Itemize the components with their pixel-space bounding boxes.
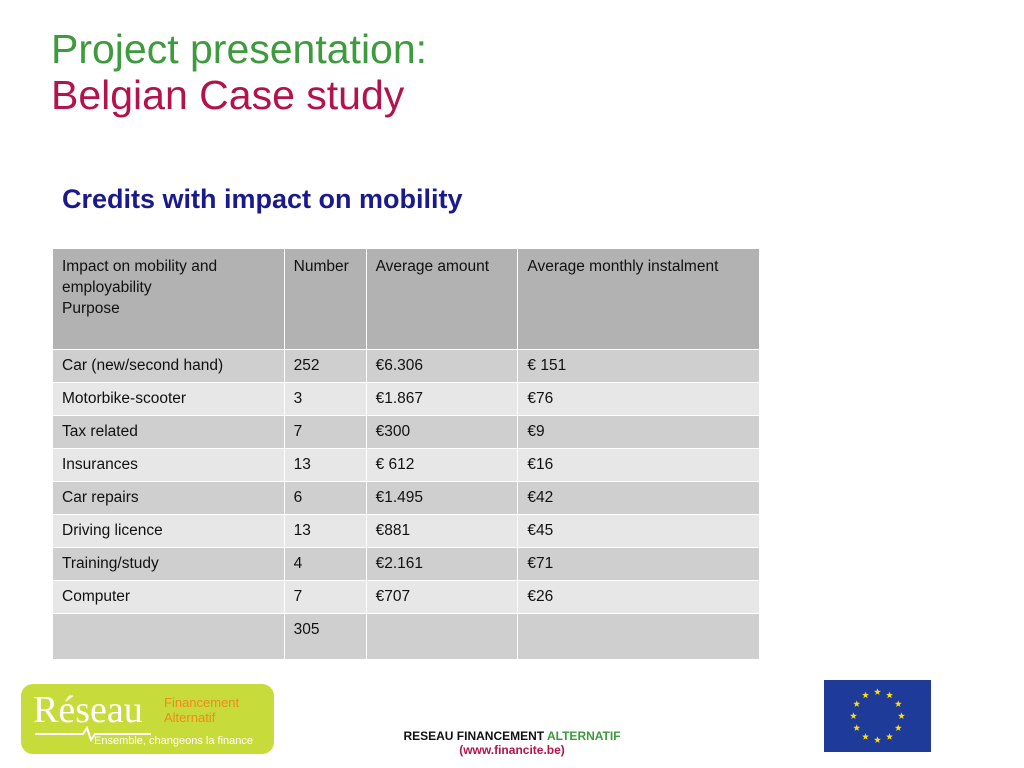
cell-average-amount: €881	[365, 514, 519, 548]
page-title: Project presentation: Belgian Case study	[51, 26, 427, 118]
eu-star-icon	[894, 700, 902, 707]
table-total-row: 305	[52, 613, 760, 660]
cell-average-instalment: €76	[517, 382, 760, 416]
cell-purpose: Driving licence	[52, 514, 285, 548]
cell-average-instalment: €16	[517, 448, 760, 482]
logo-swoosh-icon	[35, 725, 151, 743]
cell-purpose: Motorbike-scooter	[52, 382, 285, 416]
cell-average-amount: €707	[365, 580, 519, 614]
cell-number: 3	[283, 382, 367, 416]
cell-number: 13	[283, 514, 367, 548]
eu-star-icon	[862, 733, 869, 740]
header-purpose-line: Purpose	[62, 300, 120, 317]
eu-star-icon	[862, 691, 869, 699]
logo-tagline: Ensemble, changeons la finance	[94, 735, 253, 747]
cell-average-amount: € 612	[365, 448, 519, 482]
eu-star-icon	[894, 724, 902, 731]
eu-star-icon	[874, 736, 881, 743]
table-row: Car repairs 6 €1.495 €42	[52, 481, 760, 515]
header-purpose-line: Impact on mobility and	[62, 258, 218, 275]
eu-star-icon	[886, 691, 893, 699]
footer-org-name: RESEAU FINANCEMENT	[403, 729, 547, 743]
footer: RESEAU FINANCEMENT ALTERNATIF (www.finan…	[322, 729, 702, 757]
eu-star-icon	[886, 733, 893, 740]
header-cell-average-monthly-instalment: Average monthly instalment	[517, 248, 760, 350]
cell-average-amount: €6.306	[365, 349, 519, 383]
cell-average-amount: €2.161	[365, 547, 519, 581]
cell-number: 4	[283, 547, 367, 581]
cell-purpose: Insurances	[52, 448, 285, 482]
cell-purpose: Tax related	[52, 415, 285, 449]
eu-flag-icon	[824, 680, 931, 752]
reseau-logo: Réseau Financement Alternatif Ensemble, …	[21, 684, 274, 754]
eu-star-icon	[898, 712, 905, 719]
cell-average-instalment: €71	[517, 547, 760, 581]
credits-table: Impact on mobility and employability Pur…	[52, 248, 760, 660]
cell-average-amount: €300	[365, 415, 519, 449]
logo-alternatif-text: Alternatif	[164, 710, 216, 725]
eu-star-icon	[850, 712, 857, 719]
cell-average-instalment: € 151	[517, 349, 760, 383]
table-row: Training/study 4 €2.161 €71	[52, 547, 760, 581]
cell-purpose: Car (new/second hand)	[52, 349, 285, 383]
table-row: Motorbike-scooter 3 €1.867 €76	[52, 382, 760, 416]
section-heading: Credits with impact on mobility	[62, 184, 463, 214]
cell-number: 6	[283, 481, 367, 515]
total-cell-average-instalment	[517, 613, 760, 660]
table-row: Insurances 13 € 612 €16	[52, 448, 760, 482]
footer-org-name-accent: ALTERNATIF	[547, 729, 621, 743]
eu-star-icon	[874, 688, 881, 695]
cell-average-amount: €1.867	[365, 382, 519, 416]
header-cell-average-amount: Average amount	[365, 248, 519, 350]
footer-url: (www.financite.be)	[459, 743, 565, 757]
cell-purpose: Training/study	[52, 547, 285, 581]
header-purpose-line: employability	[62, 279, 152, 296]
table-row: Tax related 7 €300 €9	[52, 415, 760, 449]
table-row: Computer 7 €707 €26	[52, 580, 760, 614]
cell-average-instalment: €45	[517, 514, 760, 548]
cell-average-amount: €1.495	[365, 481, 519, 515]
cell-number: 13	[283, 448, 367, 482]
total-cell-number: 305	[283, 613, 367, 660]
table-row: Car (new/second hand) 252 €6.306 € 151	[52, 349, 760, 383]
cell-number: 252	[283, 349, 367, 383]
logo-financement-text: Financement	[164, 695, 240, 710]
header-cell-number: Number	[283, 248, 367, 350]
logo-reseau-text: Réseau	[33, 689, 143, 731]
cell-number: 7	[283, 415, 367, 449]
eu-stars-icon	[850, 688, 905, 743]
table-row: Driving licence 13 €881 €45	[52, 514, 760, 548]
cell-purpose: Computer	[52, 580, 285, 614]
total-cell-purpose	[52, 613, 285, 660]
cell-average-instalment: €9	[517, 415, 760, 449]
cell-purpose: Car repairs	[52, 481, 285, 515]
table-header-row: Impact on mobility and employability Pur…	[52, 248, 760, 350]
eu-star-icon	[853, 724, 861, 731]
cell-number: 7	[283, 580, 367, 614]
eu-star-icon	[853, 700, 861, 707]
title-line-1: Project presentation:	[51, 26, 428, 72]
header-cell-purpose: Impact on mobility and employability Pur…	[52, 248, 285, 350]
cell-average-instalment: €42	[517, 481, 760, 515]
title-line-2: Belgian Case study	[51, 72, 405, 118]
total-cell-average-amount	[365, 613, 519, 660]
cell-average-instalment: €26	[517, 580, 760, 614]
